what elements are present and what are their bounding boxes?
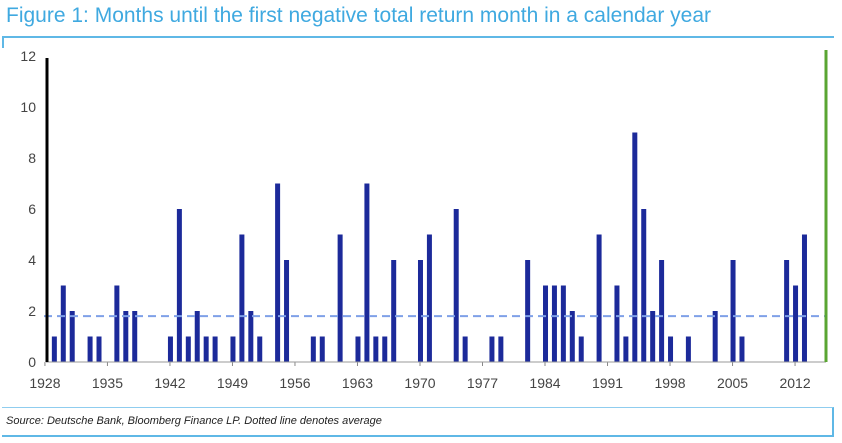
x-tick-label: 1977	[467, 375, 498, 391]
bar	[525, 260, 531, 362]
y-tick-label: 6	[28, 201, 36, 217]
bar	[203, 336, 209, 362]
bar	[453, 209, 459, 362]
bar	[319, 336, 325, 362]
chart-title: Figure 1: Months until the first negativ…	[6, 4, 712, 27]
source-note: Source: Deutsche Bank, Bloomberg Finance…	[6, 415, 382, 427]
bar	[391, 260, 397, 362]
bar	[578, 336, 584, 362]
bar	[364, 183, 370, 362]
y-tick-label: 0	[28, 354, 36, 370]
bar	[230, 336, 236, 362]
x-tick-label: 1998	[654, 375, 685, 391]
bar	[426, 234, 432, 362]
bar	[185, 336, 191, 362]
x-tick-label: 1949	[217, 375, 248, 391]
bar	[60, 285, 66, 362]
x-tick-label: 1984	[529, 375, 560, 391]
bar	[373, 336, 379, 362]
bar	[167, 336, 173, 362]
bar	[614, 285, 620, 362]
bar	[793, 285, 799, 362]
bar	[96, 336, 102, 362]
bar	[310, 336, 316, 362]
bar	[685, 336, 691, 362]
y-tick-label: 12	[20, 48, 36, 64]
bar	[132, 311, 138, 362]
bar	[176, 209, 182, 362]
bar	[87, 336, 93, 362]
x-tick-label: 1928	[29, 375, 60, 391]
bar	[51, 336, 57, 362]
bar	[641, 209, 647, 362]
bar	[560, 285, 566, 362]
x-tick-label: 1963	[342, 375, 373, 391]
bar	[730, 260, 736, 362]
bar	[668, 336, 674, 362]
bar	[275, 183, 281, 362]
x-axis-ticks: 1928 1935 1942 1949 1956 1963 1970 1977 1984 1991…	[29, 362, 811, 391]
bar	[355, 336, 361, 362]
bar	[489, 336, 495, 362]
bar	[382, 336, 388, 362]
title-rule	[2, 36, 834, 38]
bar	[784, 260, 790, 362]
y-tick-label: 2	[28, 303, 36, 319]
x-tick-label: 2012	[779, 375, 810, 391]
bar	[623, 336, 629, 362]
bar	[462, 336, 468, 362]
x-tick-label: 1970	[404, 375, 435, 391]
bar	[69, 311, 75, 362]
x-tick-label: 2005	[717, 375, 748, 391]
bar	[801, 234, 807, 362]
title-rule-corner	[2, 36, 4, 48]
bar	[337, 234, 343, 362]
y-tick-label: 4	[28, 252, 36, 268]
bar	[123, 311, 129, 362]
bar	[498, 336, 504, 362]
x-tick-label: 1991	[592, 375, 623, 391]
bar	[650, 311, 656, 362]
source-frame	[2, 407, 834, 437]
y-tick-label: 8	[28, 150, 36, 166]
bar	[739, 336, 745, 362]
y-axis-ticks: 0 2 4 6 8 10 12	[20, 48, 36, 370]
bar	[417, 260, 423, 362]
bar	[257, 336, 263, 362]
bar	[712, 311, 718, 362]
bar	[248, 311, 254, 362]
bar	[212, 336, 218, 362]
y-tick-label: 10	[20, 99, 36, 115]
bar	[569, 311, 575, 362]
bar	[543, 285, 549, 362]
x-tick-label: 1956	[279, 375, 310, 391]
x-tick-label: 1935	[92, 375, 123, 391]
bar-series	[51, 132, 807, 362]
x-tick-label: 1942	[154, 375, 185, 391]
bar	[239, 234, 245, 362]
bar	[284, 260, 290, 362]
bar	[659, 260, 665, 362]
bar	[194, 311, 200, 362]
bar	[632, 132, 638, 362]
bar	[596, 234, 602, 362]
bar	[551, 285, 557, 362]
bar	[114, 285, 120, 362]
